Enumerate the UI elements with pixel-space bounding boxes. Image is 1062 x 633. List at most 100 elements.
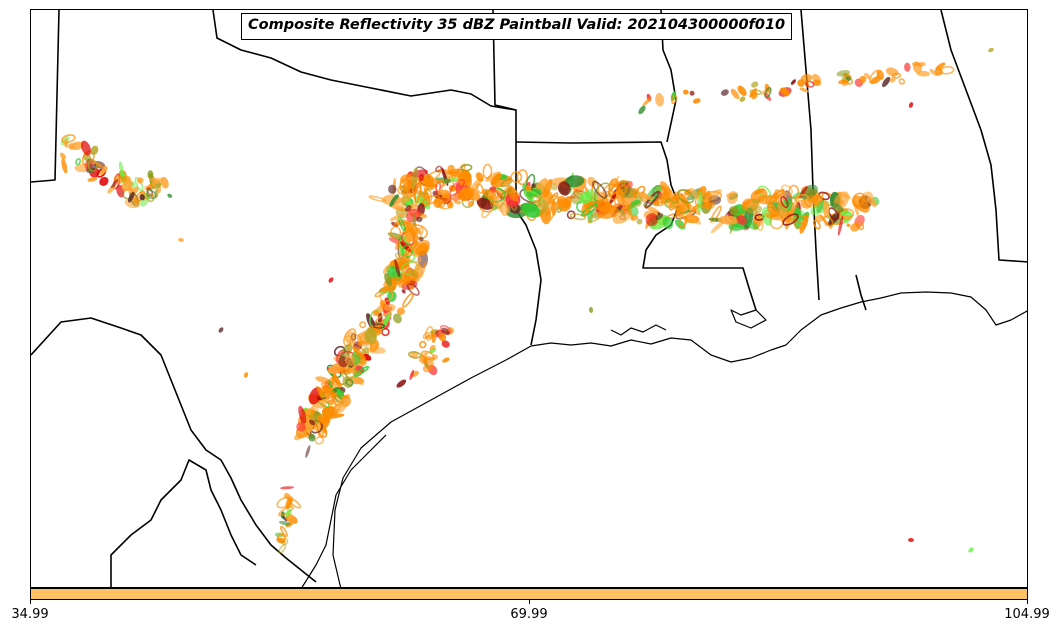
paintball-blob	[557, 181, 571, 196]
paintball-blob	[689, 187, 700, 200]
paintball-blob	[435, 178, 444, 184]
paintball-blob	[134, 195, 140, 205]
paintball-blob	[298, 405, 307, 424]
paintball-blob	[585, 208, 590, 212]
paintball-blob	[345, 378, 354, 387]
map-title: Composite Reflectivity 35 dBZ Paintball …	[241, 13, 793, 40]
paintball-blob	[485, 171, 501, 182]
paintball-blob	[522, 183, 532, 201]
paintball-blob	[410, 167, 419, 189]
paintball-blob	[278, 520, 291, 526]
paintball-blob	[396, 379, 407, 388]
paintball-blob	[458, 170, 472, 187]
paintball-blob	[934, 67, 943, 76]
colorbar-tick-0	[30, 600, 31, 604]
paintball-blob	[510, 171, 523, 184]
colorbar-tick-2	[1027, 600, 1028, 604]
paintball-blob	[404, 232, 413, 243]
paintball-blob	[308, 433, 316, 442]
paintball-blob	[382, 264, 391, 274]
paintball-blob	[178, 237, 184, 243]
paintball-blob	[569, 213, 587, 221]
paintball-blob	[822, 200, 830, 218]
paintball-blob	[765, 213, 780, 221]
paintball-blob	[737, 85, 747, 96]
paintball-blob	[678, 215, 688, 228]
paintball-blob	[64, 138, 69, 148]
paintball-blob	[317, 414, 328, 424]
paintball-blob	[372, 323, 386, 329]
paintball-blob	[592, 180, 608, 199]
paintball-blob	[739, 96, 746, 102]
colorbar-tick-1	[529, 600, 530, 604]
map-coastline	[301, 291, 1027, 587]
paintball-blob	[838, 191, 852, 200]
paintball-blob	[812, 74, 821, 84]
paintball-blob	[388, 184, 397, 194]
paintball-blob	[863, 72, 871, 80]
paintball-blob	[384, 303, 396, 312]
paintball-blob	[660, 181, 672, 197]
paintball-blob	[718, 215, 739, 225]
paintball-blob	[710, 205, 722, 223]
paintball-blob	[372, 309, 380, 317]
paintball-blob	[400, 241, 413, 253]
paintball-blob	[354, 376, 364, 386]
paintball-blob	[280, 525, 288, 538]
paintball-blob	[315, 376, 331, 384]
paintball-blob	[305, 445, 311, 458]
paintball-blob	[830, 202, 844, 212]
paintball-blob	[799, 214, 809, 234]
paintball-blob	[414, 181, 422, 204]
paintball-blob	[345, 330, 356, 346]
paintball-blob	[795, 193, 809, 202]
paintball-blob	[401, 244, 414, 259]
paintball-blob	[859, 75, 867, 84]
paintball-blob	[677, 189, 695, 204]
paintball-blob	[441, 327, 450, 336]
paintball-blob	[392, 313, 402, 324]
paintball-blob	[90, 145, 99, 156]
paintball-blob	[218, 327, 224, 333]
paintball-blob	[147, 170, 154, 179]
paintball-blob	[790, 79, 796, 85]
paintball-blob	[441, 340, 450, 348]
paintball-blob	[898, 78, 906, 85]
paintball-blob	[60, 152, 66, 160]
paintball-blob	[490, 173, 502, 186]
paintball-blob	[442, 357, 450, 363]
paintball-blob	[747, 221, 759, 230]
paintball-blob	[799, 87, 809, 93]
paintball-blob	[404, 205, 412, 212]
paintball-blob	[406, 267, 414, 275]
paintball-blob	[671, 94, 678, 105]
paintball-blob	[369, 342, 378, 352]
paintball-blob	[904, 62, 911, 72]
paintball-blob	[390, 225, 402, 239]
paintball-blob	[550, 183, 559, 191]
paintball-blob	[304, 409, 313, 417]
paintball-blob	[354, 365, 370, 378]
paintball-blob	[637, 192, 654, 201]
paintball-blob	[836, 70, 851, 77]
paintball-blob	[394, 259, 401, 278]
paintball-blob	[638, 105, 646, 115]
paintball-blob	[75, 158, 82, 166]
paintball-blob	[379, 300, 386, 309]
paintball-blob	[667, 203, 682, 208]
paintball-blob	[630, 215, 639, 221]
paintball-blob	[334, 398, 348, 414]
paintball-blob	[481, 188, 497, 200]
paintball-blob	[153, 177, 164, 183]
paintball-blob	[359, 321, 367, 329]
paintball-blob	[908, 102, 914, 108]
paintball-blob	[851, 192, 866, 208]
paintball-blob	[327, 400, 334, 406]
paintball-blob	[636, 185, 646, 195]
paintball-blob	[828, 207, 840, 221]
paintball-blob	[917, 62, 926, 67]
paintball-blob	[421, 194, 441, 206]
paintball-blob	[413, 262, 422, 283]
paintball-blob	[296, 422, 306, 432]
colorbar-tick-label-0: 34.99	[11, 607, 49, 622]
